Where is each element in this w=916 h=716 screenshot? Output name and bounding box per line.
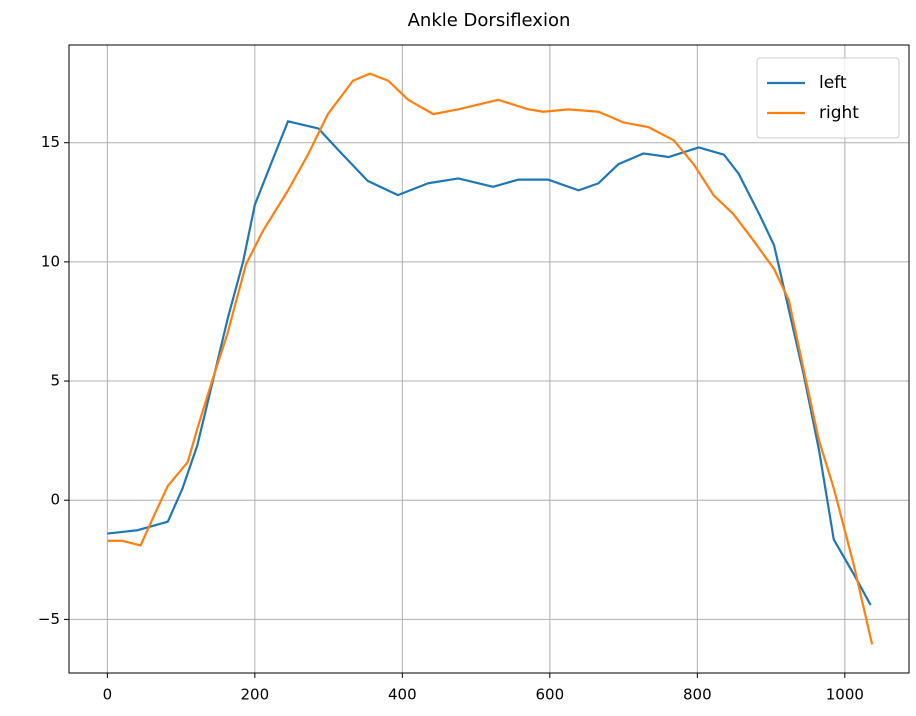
series-line <box>107 72 874 645</box>
y-tick-label: −5 <box>38 610 60 628</box>
series-line <box>107 120 872 606</box>
x-tick-label: 1000 <box>826 686 864 704</box>
y-tick-label: 0 <box>50 491 60 509</box>
plot-frame <box>68 44 910 674</box>
x-tick-label: 0 <box>103 686 113 704</box>
x-tick-label: 800 <box>683 686 712 704</box>
x-tick-label: 200 <box>241 686 270 704</box>
x-tick-label: 600 <box>536 686 565 704</box>
legend-box <box>756 57 900 139</box>
y-tick-label: 15 <box>41 133 60 151</box>
y-tick-label: 5 <box>50 372 60 390</box>
x-tick-label: 400 <box>388 686 417 704</box>
legend-label: left <box>819 73 847 93</box>
y-tick-label: 10 <box>41 252 60 270</box>
chart-title: Ankle Dorsiflexion <box>408 10 571 31</box>
legend-label: right <box>819 103 859 123</box>
